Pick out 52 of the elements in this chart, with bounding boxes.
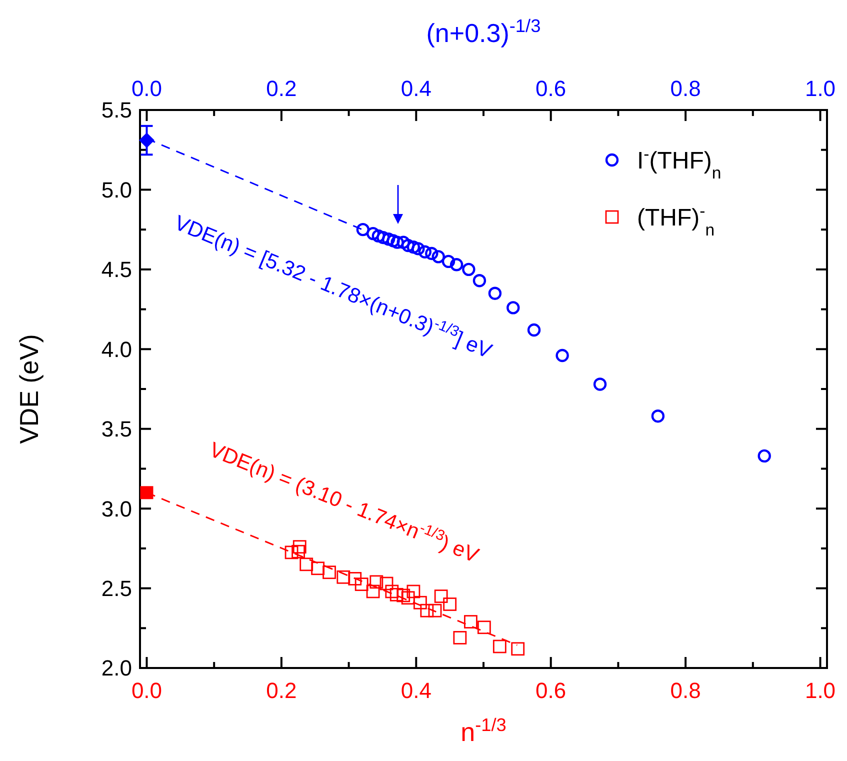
point [477, 620, 491, 634]
x-axis-title: n$^{-1/3}$ [460, 715, 506, 747]
x2-tick-label: 0.4 [400, 678, 432, 703]
point [300, 558, 314, 572]
x-tick-label: 1.0 [804, 76, 836, 101]
point [292, 540, 306, 554]
point [292, 544, 305, 558]
point [413, 596, 427, 610]
point [492, 640, 506, 654]
point [453, 631, 467, 644]
x2-axis-title: (n+0.3)$^{-1/3}$ [426, 16, 541, 48]
point [401, 591, 415, 605]
point [348, 572, 362, 586]
point [140, 486, 154, 500]
point [370, 575, 384, 589]
legend-label: I$^{-}$(THF)$_{n}$ [637, 144, 722, 182]
point [354, 578, 368, 591]
y-tick-label: 3.5 [101, 416, 132, 442]
y-tick-label: 2.0 [101, 656, 132, 681]
point [390, 588, 404, 602]
point [420, 604, 434, 618]
x2-tick-label: 0.0 [131, 678, 162, 703]
x-tick-label: 0.6 [536, 76, 566, 101]
x-tick-label: 0.2 [266, 76, 297, 101]
point [464, 615, 478, 628]
x2-tick-label: 1.0 [804, 678, 836, 703]
x-tick-label: 0.0 [131, 76, 162, 101]
point [284, 546, 298, 560]
point [396, 588, 410, 602]
point [311, 562, 325, 576]
x2-tick-label: 0.6 [536, 678, 566, 703]
point [366, 584, 380, 598]
point [322, 566, 336, 580]
y-tick-label: 5.0 [101, 177, 132, 202]
y-tick-label: 5.5 [101, 98, 132, 123]
point [336, 570, 350, 584]
x-tick-label: 0.8 [670, 76, 701, 101]
point [434, 590, 448, 603]
x-tick-label: 0.4 [400, 76, 432, 101]
point [443, 598, 457, 611]
point [385, 584, 399, 598]
y-axis-title: VDE (eV) [14, 334, 44, 444]
point [428, 604, 442, 618]
point [380, 576, 394, 590]
point [511, 642, 525, 656]
y-tick-label: 2.5 [101, 576, 132, 601]
y-tick-label: 4.5 [101, 257, 132, 282]
point [406, 584, 420, 598]
x2-tick-label: 0.2 [266, 678, 297, 703]
y-tick-label: 4.0 [101, 336, 132, 362]
y-tick-label: 3.0 [101, 496, 132, 522]
x2-tick-label: 0.8 [670, 678, 701, 703]
